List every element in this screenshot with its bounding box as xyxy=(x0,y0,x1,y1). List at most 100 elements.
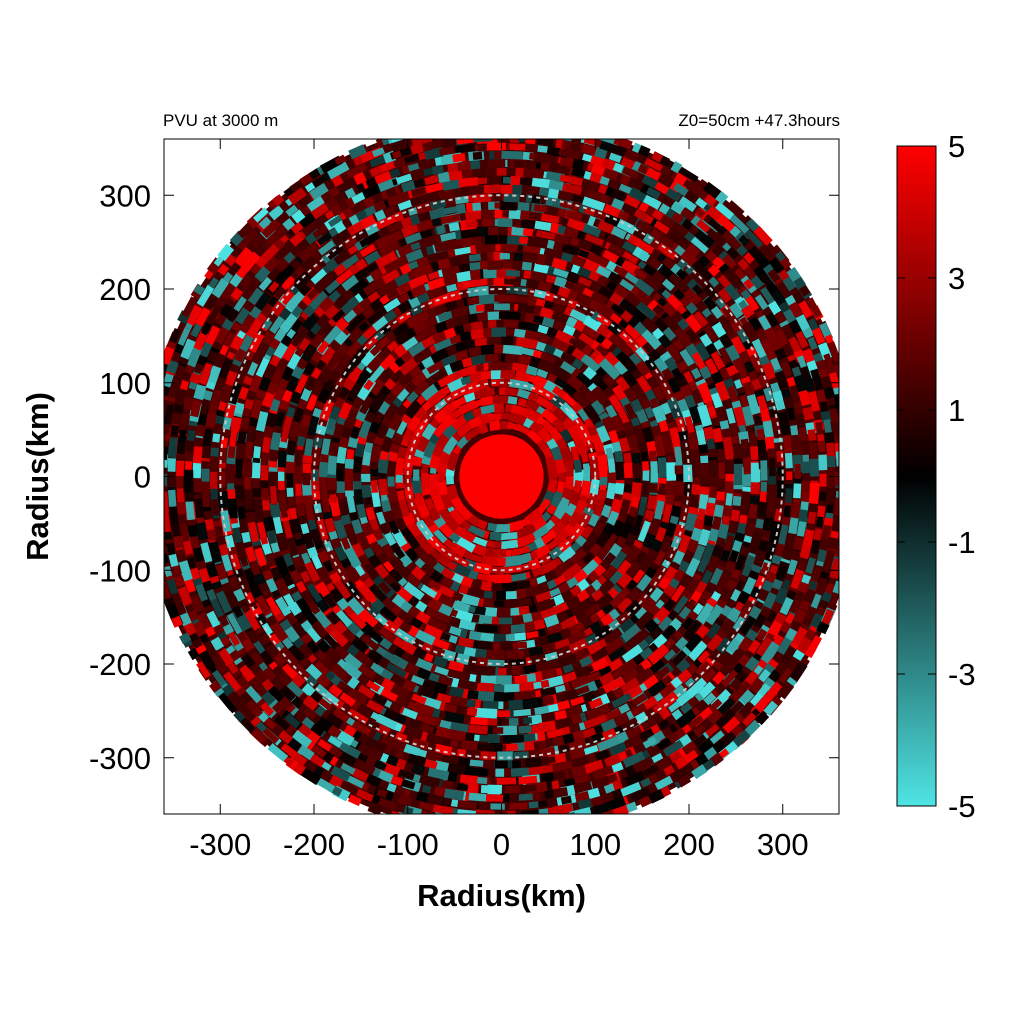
field-cell-1189 xyxy=(357,608,379,629)
field-cell-152 xyxy=(547,539,559,550)
field-cell-1048 xyxy=(670,535,682,551)
field-cell-1912 xyxy=(588,697,604,710)
field-cell-3881 xyxy=(835,471,839,486)
field-cell-684 xyxy=(532,618,546,631)
field-cell-3935 xyxy=(453,816,472,825)
field-cell-1416 xyxy=(375,645,387,657)
field-cell-1976 xyxy=(341,274,360,292)
field-cell-1774 xyxy=(602,676,626,694)
field-cell-951 xyxy=(636,574,653,592)
field-cell-645 xyxy=(491,327,507,337)
field-cell-1827 xyxy=(277,377,289,391)
field-cell-123 xyxy=(420,469,429,490)
field-cell-1611 xyxy=(690,367,702,380)
field-cell-1418 xyxy=(361,635,380,652)
field-cell-382 xyxy=(514,588,527,600)
field-cell-1265 xyxy=(686,538,700,554)
field-cell-742 xyxy=(598,357,622,381)
x-tick-label: 200 xyxy=(663,827,715,862)
field-cell-1372 xyxy=(698,444,708,454)
field-cell-846 xyxy=(665,478,677,499)
field-cell-1635 xyxy=(669,617,683,632)
field-cell-89 xyxy=(463,410,476,422)
field-cell-1953 xyxy=(252,499,264,513)
field-cell-1254 xyxy=(684,416,696,437)
field-cell-1819 xyxy=(259,464,270,474)
field-cell-1958 xyxy=(253,444,262,459)
field-cell-786 xyxy=(391,593,406,608)
field-cell-1278 xyxy=(596,646,609,660)
field-cell-338 xyxy=(388,443,401,454)
field-cell-4174 xyxy=(150,547,159,557)
field-cell-2107 xyxy=(258,376,272,392)
field-cell-3359 xyxy=(544,789,555,800)
field-cell-4083 xyxy=(849,514,858,535)
field-cell-1229 xyxy=(470,278,489,287)
field-cell-778 xyxy=(468,630,482,641)
field-cell-260 xyxy=(493,574,512,584)
field-cell-273 xyxy=(396,490,406,501)
field-cell-1861 xyxy=(586,252,610,268)
field-cell-667 xyxy=(648,482,660,494)
field-cell-1715 xyxy=(454,246,473,256)
field-cell-387 xyxy=(458,583,470,595)
field-cell-1180 xyxy=(448,660,461,672)
field-cell-339 xyxy=(392,431,404,444)
field-cell-573 xyxy=(582,366,598,381)
field-cell-1187 xyxy=(378,627,392,639)
field-cell-434 xyxy=(615,461,626,481)
field-cell-939 xyxy=(666,455,674,465)
field-cell-1244 xyxy=(624,324,641,341)
field-cell-1541 xyxy=(349,635,370,655)
field-cell-4231 xyxy=(504,117,521,126)
field-cell-336 xyxy=(387,462,396,472)
field-cell-754 xyxy=(658,483,667,496)
field-cell-1190 xyxy=(346,597,365,616)
field-cell-406 xyxy=(388,413,403,432)
field-cell-4238 xyxy=(564,123,585,135)
field-cell-1951 xyxy=(256,521,267,540)
field-cell-4085 xyxy=(845,544,854,553)
field-cell-2551 xyxy=(217,490,229,509)
field-cell-3985 xyxy=(154,424,162,434)
field-cell-477 xyxy=(383,402,400,421)
field-cell-588 xyxy=(633,514,644,530)
field-cell-330 xyxy=(401,527,412,539)
field-cell-3932 xyxy=(474,818,487,826)
field-cell-4230 xyxy=(493,118,502,124)
field-cell-782 xyxy=(425,616,448,632)
field-cell-3981 xyxy=(151,455,159,470)
field-cell-14 xyxy=(445,474,455,485)
field-cell-4135 xyxy=(441,822,458,834)
field-cell-1415 xyxy=(381,649,401,666)
field-cell-1243 xyxy=(618,319,629,330)
field-cell-407 xyxy=(396,405,408,417)
field-cell-716 xyxy=(359,394,375,415)
field-cell-555 xyxy=(398,372,414,388)
field-cell-1896 xyxy=(713,576,730,596)
field-cell-1510 xyxy=(657,616,673,632)
field-cell-1258 xyxy=(691,459,701,479)
field-cell-710 xyxy=(344,458,354,469)
field-cell-745 xyxy=(623,386,638,403)
field-cell-4126 xyxy=(529,826,539,835)
field-cell-935 xyxy=(651,405,667,424)
field-cell-1378 xyxy=(705,502,717,517)
field-cell-801 xyxy=(336,443,348,464)
field-cell-925 xyxy=(582,325,600,340)
field-cell-484 xyxy=(440,353,460,367)
field-cell-1198 xyxy=(309,527,322,545)
field-cell-2246 xyxy=(235,458,243,479)
x-tick-label: 300 xyxy=(757,827,809,862)
colorbar-tick-label: -5 xyxy=(948,789,976,824)
field-cell-1797 xyxy=(357,663,377,680)
field-cell-1765 xyxy=(681,616,695,631)
field-cell-493 xyxy=(540,352,556,364)
field-cell-1305 xyxy=(329,587,344,603)
field-cell-4236 xyxy=(552,120,570,133)
field-cell-66 xyxy=(552,496,572,521)
field-cell-1209 xyxy=(312,407,323,418)
field-cell-1878 xyxy=(714,380,731,402)
field-cell-1029 xyxy=(616,339,634,357)
field-cell-1553 xyxy=(281,517,293,539)
